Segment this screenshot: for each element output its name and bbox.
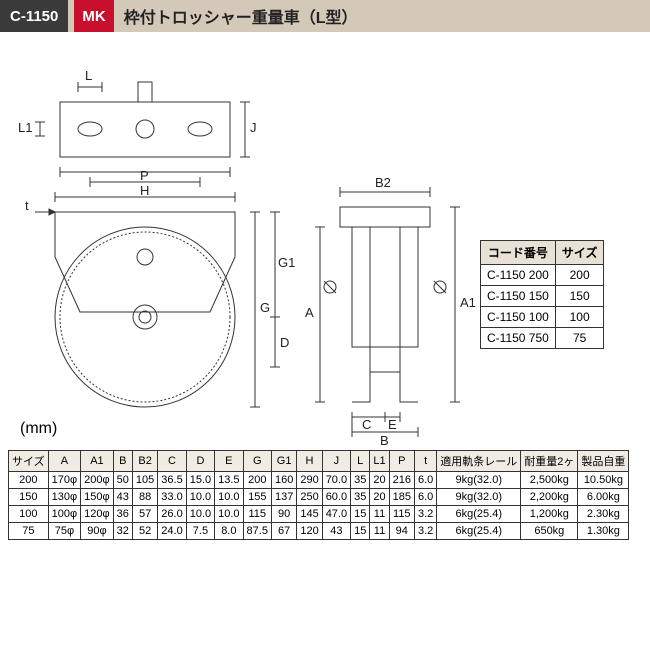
dim-label-l: L bbox=[85, 68, 92, 83]
spec-table-header: B bbox=[113, 451, 132, 472]
product-code-badge: C-1150 bbox=[0, 0, 68, 32]
spec-table-row: 200170φ200φ5010536.515.013.520016029070.… bbox=[9, 472, 629, 489]
dim-label-b2: B2 bbox=[375, 175, 391, 190]
spec-table-header: 耐重量2ヶ bbox=[521, 451, 578, 472]
spec-table-header: G1 bbox=[271, 451, 296, 472]
spec-table-row: 7575φ90φ325224.07.58.087.567120431511943… bbox=[9, 523, 629, 540]
spec-table-header: A bbox=[48, 451, 81, 472]
technical-diagram: L L1 P H J t G1 G D B2 A A1 C E B bbox=[0, 32, 650, 432]
spec-table: サイズAA1BB2CDEGG1HJLL1Pt適用軌条レール耐重量2ヶ製品自重 2… bbox=[8, 450, 629, 540]
spec-table-header: H bbox=[297, 451, 322, 472]
dim-label-j: J bbox=[250, 120, 257, 135]
code-table-row: C-1150 100100 bbox=[481, 307, 604, 328]
spec-table-header: L1 bbox=[370, 451, 389, 472]
dim-label-h: H bbox=[140, 183, 149, 198]
spec-table-header: D bbox=[186, 451, 214, 472]
dim-label-a: A bbox=[305, 305, 314, 320]
dim-label-g1: G1 bbox=[278, 255, 295, 270]
dim-label-c: C bbox=[362, 417, 371, 432]
code-table-row: C-1150 75075 bbox=[481, 328, 604, 349]
unit-label: (mm) bbox=[20, 420, 57, 438]
spec-table-header: G bbox=[243, 451, 271, 472]
product-title: 枠付トロッシャー重量車（L型） bbox=[124, 4, 358, 28]
spec-table-header: P bbox=[389, 451, 414, 472]
spec-table-header: B2 bbox=[132, 451, 157, 472]
dim-label-l1: L1 bbox=[18, 120, 32, 135]
spec-table-row: 100100φ120φ365726.010.010.01159014547.01… bbox=[9, 506, 629, 523]
dim-label-b: B bbox=[380, 433, 389, 448]
brand-logo: MK bbox=[74, 0, 113, 32]
header-bar: C-1150 MK 枠付トロッシャー重量車（L型） bbox=[0, 0, 650, 32]
dim-label-a1: A1 bbox=[460, 295, 476, 310]
dim-label-d: D bbox=[280, 335, 289, 350]
spec-table-header: t bbox=[414, 451, 436, 472]
spec-table-header: L bbox=[351, 451, 370, 472]
spec-table-header: 製品自重 bbox=[578, 451, 629, 472]
dim-label-t: t bbox=[25, 198, 29, 213]
dim-label-p: P bbox=[140, 168, 149, 183]
spec-table-header: J bbox=[322, 451, 350, 472]
spec-table-header: 適用軌条レール bbox=[437, 451, 521, 472]
code-size-table: コード番号サイズ C-1150 200200C-1150 150150C-115… bbox=[480, 240, 604, 349]
spec-table-row: 150130φ150φ438833.010.010.015513725060.0… bbox=[9, 489, 629, 506]
code-table-row: C-1150 200200 bbox=[481, 265, 604, 286]
code-table-row: C-1150 150150 bbox=[481, 286, 604, 307]
spec-table-header: サイズ bbox=[9, 451, 49, 472]
spec-table-header: A1 bbox=[81, 451, 114, 472]
dim-label-e: E bbox=[388, 417, 397, 432]
spec-table-header: C bbox=[158, 451, 186, 472]
dim-label-g: G bbox=[260, 300, 270, 315]
code-table-header: コード番号 bbox=[481, 241, 556, 265]
code-table-header: サイズ bbox=[555, 241, 604, 265]
spec-table-header: E bbox=[215, 451, 243, 472]
